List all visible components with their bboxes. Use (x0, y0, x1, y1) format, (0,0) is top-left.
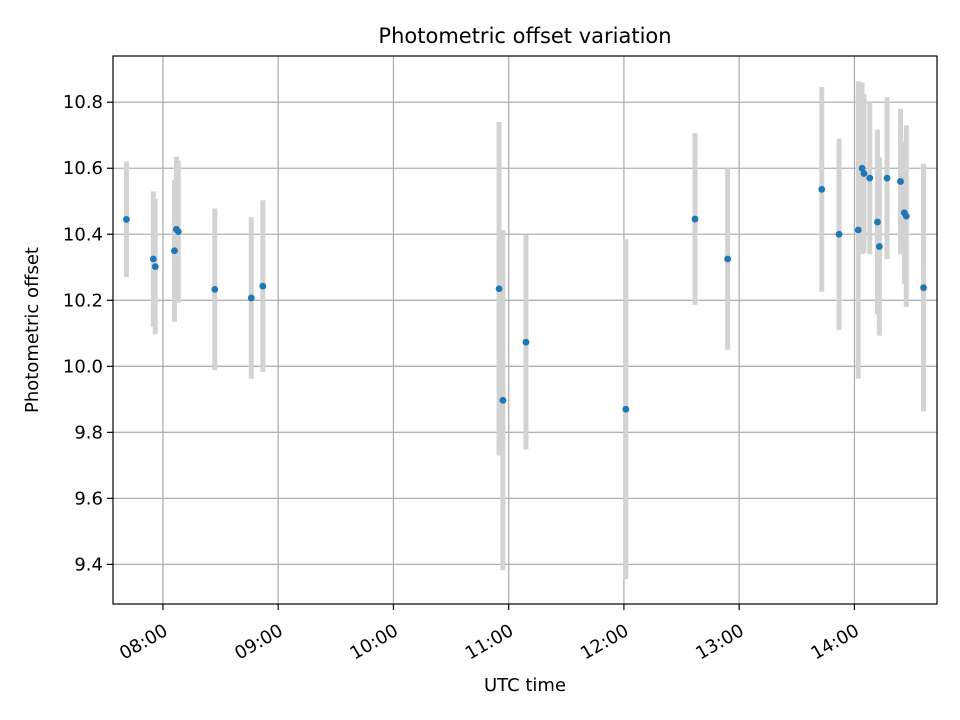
data-point (499, 396, 507, 404)
data-point (920, 284, 927, 292)
data-point (691, 215, 699, 223)
data-point (247, 294, 255, 302)
errorbar-layer (123, 81, 927, 580)
y-axis-title: Photometric offset (22, 247, 43, 413)
data-point (897, 178, 904, 185)
data-point (854, 226, 862, 234)
x-tick-label: 12:00 (577, 620, 632, 664)
data-point (149, 255, 157, 263)
data-point (874, 218, 881, 226)
y-tick-label: 10.6 (63, 158, 103, 179)
data-point (622, 405, 630, 413)
data-point (902, 212, 910, 220)
x-tick-label: 11:00 (462, 620, 517, 664)
x-tick-label: 10:00 (347, 620, 402, 664)
data-point (151, 263, 159, 271)
data-point (858, 164, 866, 172)
y-tick-label: 10.2 (63, 290, 103, 311)
plot-frame (112, 55, 938, 605)
point-layer (123, 164, 927, 413)
data-point (724, 255, 732, 263)
data-point (211, 285, 219, 293)
data-point (883, 174, 891, 182)
data-point (259, 282, 267, 290)
data-point (171, 247, 178, 255)
x-tick-label: 14:00 (807, 620, 862, 664)
y-tick-label: 10.4 (63, 224, 103, 245)
data-point (818, 185, 826, 193)
y-tick-label: 9.6 (74, 488, 103, 509)
tick-layer: 08:00 09:00 10:00 11:00 12:00 13:00 14:00 9.4 9.… (63, 92, 863, 664)
data-point (875, 243, 883, 250)
data-point (866, 174, 874, 182)
data-point (495, 285, 503, 293)
data-point (123, 216, 130, 223)
y-tick-label: 10.8 (63, 92, 103, 113)
x-tick-label: 08:00 (116, 620, 171, 664)
y-tick-label: 10.0 (63, 356, 103, 377)
y-tick-label: 9.8 (74, 422, 103, 443)
data-point (174, 228, 182, 236)
data-point (860, 170, 868, 177)
x-tick-label: 13:00 (692, 620, 747, 664)
x-axis-title: UTC time (484, 675, 566, 696)
chart-title: Photometric offset variation (378, 24, 671, 48)
data-point (522, 338, 530, 346)
y-tick-label: 9.4 (74, 554, 103, 575)
data-point (835, 230, 843, 238)
x-tick-label: 09:00 (231, 620, 286, 664)
